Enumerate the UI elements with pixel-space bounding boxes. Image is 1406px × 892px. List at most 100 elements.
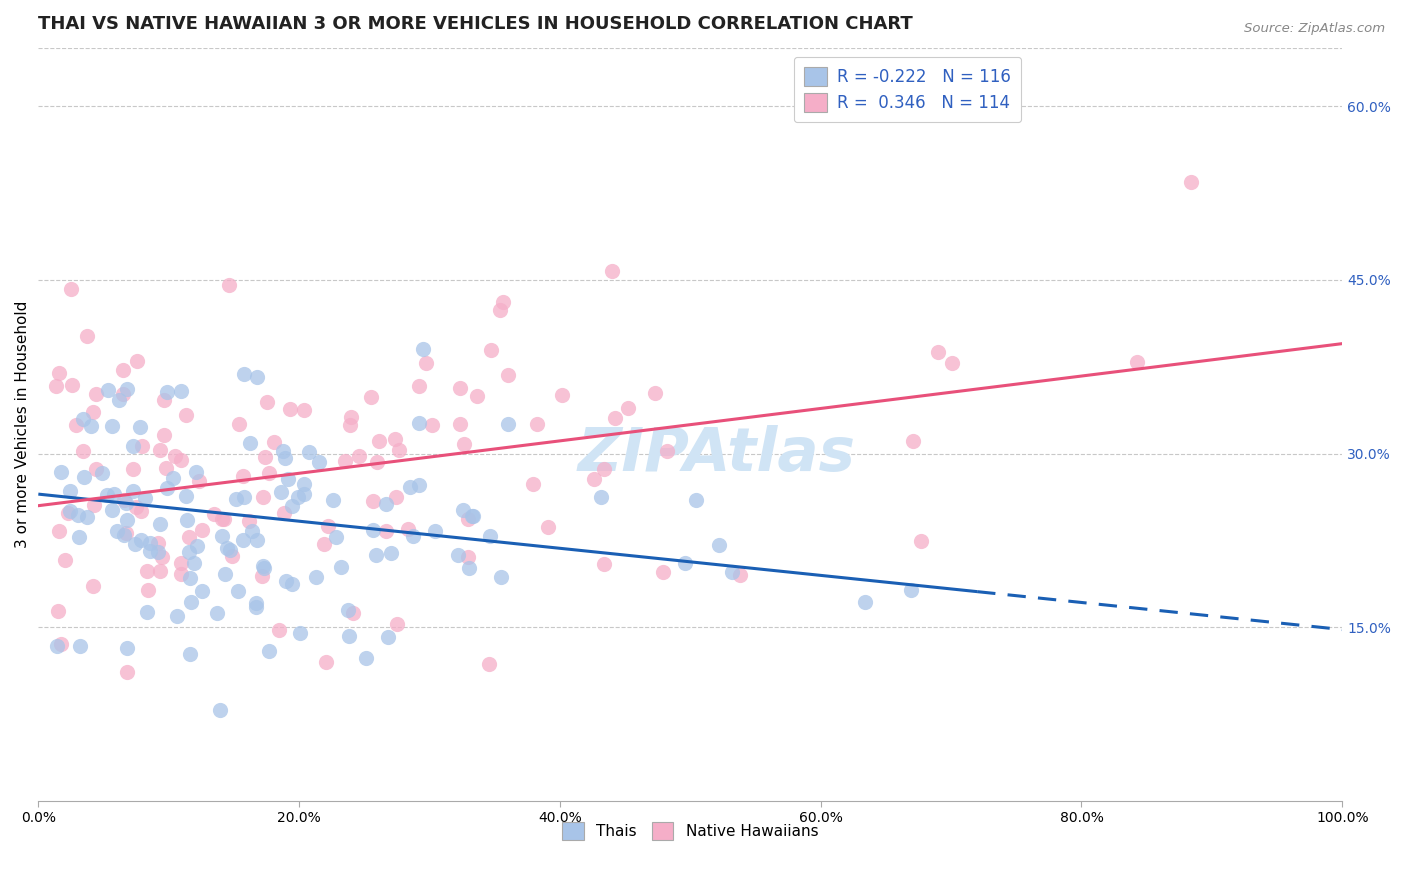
Point: [292, 402, 315, 417]
Point: [589, 490, 612, 504]
Point: [322, 493, 344, 508]
Text: THAI VS NATIVE HAWAIIAN 3 OR MORE VEHICLES IN HOUSEHOLD CORRELATION CHART: THAI VS NATIVE HAWAIIAN 3 OR MORE VEHICL…: [38, 15, 912, 33]
Point: [281, 576, 304, 591]
Point: [129, 503, 152, 517]
Point: [368, 434, 391, 448]
Point: [451, 503, 474, 517]
Point: [221, 549, 243, 563]
Point: [97, 383, 120, 397]
Point: [245, 596, 267, 610]
Point: [72, 412, 94, 426]
Point: [853, 595, 876, 609]
Point: [80, 419, 103, 434]
Point: [155, 461, 177, 475]
Point: [225, 491, 247, 506]
Point: [273, 506, 295, 520]
Point: [399, 480, 422, 494]
Point: [226, 584, 249, 599]
Point: [239, 436, 262, 450]
Point: [257, 643, 280, 657]
Point: [117, 665, 139, 679]
Point: [76, 329, 98, 343]
Text: Source: ZipAtlas.com: Source: ZipAtlas.com: [1244, 22, 1385, 36]
Point: [447, 549, 470, 563]
Point: [522, 477, 544, 491]
Point: [156, 481, 179, 495]
Point: [457, 512, 479, 526]
Point: [408, 378, 430, 392]
Point: [149, 517, 172, 532]
Point: [202, 508, 225, 522]
Point: [76, 509, 98, 524]
Point: [1180, 175, 1202, 189]
Point: [73, 469, 96, 483]
Point: [115, 496, 138, 510]
Point: [66, 508, 89, 522]
Point: [149, 564, 172, 578]
Point: [184, 465, 207, 479]
Point: [415, 355, 437, 369]
Point: [274, 450, 297, 465]
Point: [384, 433, 406, 447]
Point: [60, 377, 83, 392]
Point: [148, 442, 170, 457]
Point: [277, 472, 299, 486]
Point: [188, 474, 211, 488]
Point: [122, 461, 145, 475]
Point: [174, 489, 197, 503]
Point: [460, 509, 482, 524]
Point: [707, 538, 730, 552]
Point: [377, 630, 399, 644]
Point: [136, 582, 159, 597]
Point: [375, 524, 398, 538]
Point: [191, 523, 214, 537]
Point: [308, 455, 330, 469]
Point: [238, 514, 260, 528]
Point: [174, 409, 197, 423]
Point: [252, 559, 274, 574]
Legend: Thais, Native Hawaiians: Thais, Native Hawaiians: [557, 816, 824, 846]
Point: [461, 508, 484, 523]
Point: [478, 657, 501, 672]
Point: [1125, 354, 1147, 368]
Point: [366, 548, 388, 562]
Point: [180, 595, 202, 609]
Point: [449, 417, 471, 431]
Point: [271, 443, 294, 458]
Point: [233, 367, 256, 381]
Point: [652, 566, 675, 580]
Point: [103, 486, 125, 500]
Point: [59, 504, 82, 518]
Point: [253, 450, 276, 464]
Point: [408, 478, 430, 492]
Point: [46, 639, 69, 653]
Point: [69, 639, 91, 653]
Point: [150, 549, 173, 564]
Point: [339, 409, 361, 424]
Point: [592, 462, 614, 476]
Y-axis label: 3 or more Vehicles in Household: 3 or more Vehicles in Household: [15, 301, 30, 549]
Point: [492, 295, 515, 310]
Point: [112, 527, 135, 541]
Point: [186, 539, 208, 553]
Point: [51, 465, 73, 479]
Point: [270, 485, 292, 500]
Point: [156, 384, 179, 399]
Point: [337, 602, 360, 616]
Point: [53, 553, 76, 567]
Point: [115, 640, 138, 655]
Point: [657, 444, 679, 458]
Point: [105, 524, 128, 539]
Point: [412, 342, 434, 356]
Point: [152, 428, 174, 442]
Point: [170, 566, 193, 581]
Point: [927, 345, 949, 359]
Point: [385, 490, 408, 504]
Point: [246, 370, 269, 384]
Point: [526, 417, 548, 432]
Point: [205, 606, 228, 620]
Point: [67, 530, 90, 544]
Point: [211, 529, 233, 543]
Point: [457, 550, 479, 565]
Point: [287, 490, 309, 504]
